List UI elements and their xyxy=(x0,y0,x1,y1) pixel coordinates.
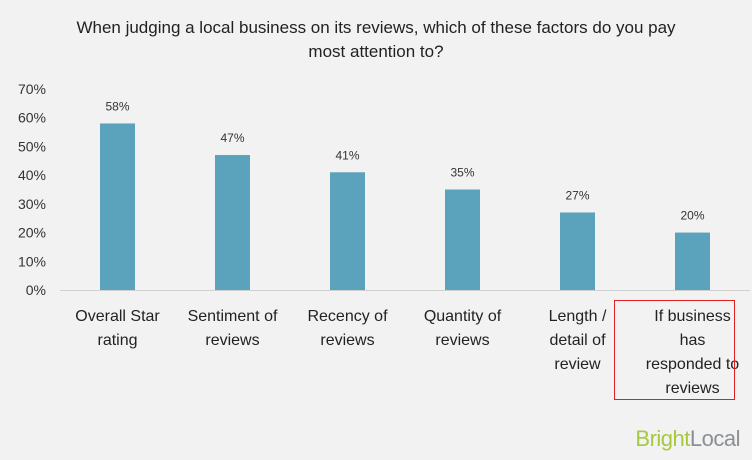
y-tick-label: 10% xyxy=(18,253,46,269)
x-category-label: reviews xyxy=(435,332,489,349)
x-category-label: reviews xyxy=(205,332,259,349)
y-tick-label: 70% xyxy=(18,81,46,97)
y-tick-label: 0% xyxy=(26,282,46,298)
bar xyxy=(100,123,135,290)
x-category-label: Quantity of xyxy=(424,308,502,325)
chart-title: When judging a local business on its rev… xyxy=(76,18,676,61)
bar xyxy=(560,212,595,290)
bar-value-label: 20% xyxy=(680,209,704,223)
y-tick-label: 40% xyxy=(18,167,46,183)
bar xyxy=(330,172,365,290)
bar-value-label: 35% xyxy=(450,166,474,180)
x-category-label: detail of xyxy=(549,332,606,349)
x-category-label: Length / xyxy=(549,308,607,325)
x-category-label: has xyxy=(680,332,706,349)
brightlocal-logo: BrightLocal xyxy=(635,426,740,452)
x-category-label: rating xyxy=(97,332,137,349)
x-category-label: Sentiment of xyxy=(188,308,278,325)
y-tick-label: 20% xyxy=(18,225,46,241)
y-tick-label: 60% xyxy=(18,110,46,126)
y-axis: 0% 10% 20% 30% 40% 50% 60% 70% xyxy=(18,81,46,298)
x-axis: Overall Star rating Sentiment of reviews Rec… xyxy=(60,290,750,397)
logo-text-bright: Bright xyxy=(635,426,690,451)
bar xyxy=(675,232,710,290)
x-category-label: Overall Star xyxy=(75,308,160,325)
logo-text-local: Local xyxy=(689,426,741,451)
bar-value-label: 27% xyxy=(565,188,589,202)
bar-value-label: 41% xyxy=(335,148,359,162)
x-category-label: reviews xyxy=(320,332,374,349)
x-category-label: Recency of xyxy=(307,308,388,325)
bar xyxy=(215,155,250,290)
bar-value-label: 47% xyxy=(220,131,244,145)
x-category-label: review xyxy=(554,356,601,373)
bars-group: 58% 47% 41% 35% 27% 20% xyxy=(100,99,710,290)
y-tick-label: 50% xyxy=(18,138,46,154)
x-category-label: reviews xyxy=(665,380,719,397)
bar xyxy=(445,189,480,290)
x-category-label: responded to xyxy=(646,356,740,373)
bar-value-label: 58% xyxy=(105,99,129,113)
x-category-label: If business xyxy=(654,308,730,325)
highlight-box xyxy=(614,300,735,400)
y-tick-label: 30% xyxy=(18,196,46,212)
